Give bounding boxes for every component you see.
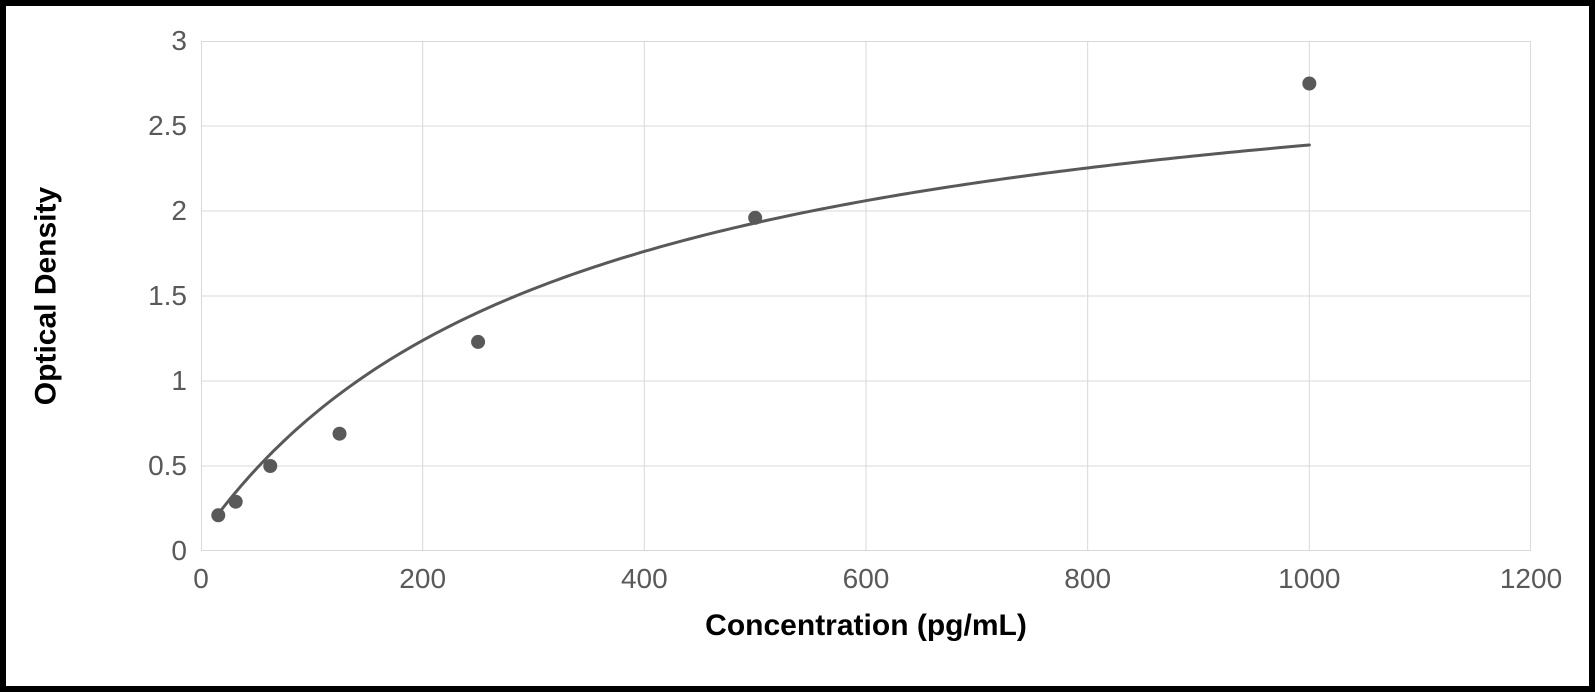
data-point bbox=[1302, 77, 1316, 91]
data-point bbox=[748, 211, 762, 225]
data-point bbox=[229, 495, 243, 509]
x-tick-label: 1200 bbox=[1500, 563, 1562, 595]
x-tick-label: 0 bbox=[193, 563, 209, 595]
data-point bbox=[333, 427, 347, 441]
x-tick-label: 200 bbox=[399, 563, 446, 595]
fit-curve bbox=[218, 145, 1309, 514]
data-point bbox=[263, 459, 277, 473]
x-tick-label: 400 bbox=[621, 563, 668, 595]
x-tick-label: 600 bbox=[843, 563, 890, 595]
chart-svg bbox=[201, 41, 1531, 551]
y-tick-label: 2.5 bbox=[148, 110, 187, 142]
y-tick-label: 0.5 bbox=[148, 450, 187, 482]
y-tick-label: 3 bbox=[171, 25, 187, 57]
y-tick-label: 1 bbox=[171, 365, 187, 397]
y-tick-label: 1.5 bbox=[148, 280, 187, 312]
x-tick-label: 1000 bbox=[1278, 563, 1340, 595]
x-axis-title: Concentration (pg/mL) bbox=[705, 609, 1027, 643]
y-axis-title: Optical Density bbox=[30, 41, 64, 551]
y-tick-label: 0 bbox=[171, 535, 187, 567]
y-tick-label: 2 bbox=[171, 195, 187, 227]
chart-frame: Optical Density Concentration (pg/mL) 0 2… bbox=[0, 0, 1595, 692]
plot-area bbox=[201, 41, 1531, 551]
data-point bbox=[211, 508, 225, 522]
x-tick-label: 800 bbox=[1064, 563, 1111, 595]
data-point bbox=[471, 335, 485, 349]
